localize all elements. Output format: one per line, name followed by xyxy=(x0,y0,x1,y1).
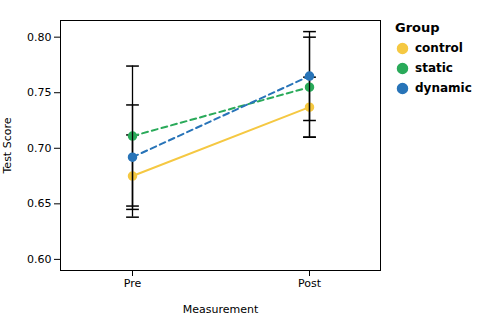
svg-text:0.75: 0.75 xyxy=(27,86,52,99)
html-text:Group: Group xyxy=(395,20,440,35)
svg-text:Pre: Pre xyxy=(124,277,142,290)
svg-text:Test Score: Test Score xyxy=(1,117,14,174)
html-text:dynamic: dynamic xyxy=(415,81,472,95)
html-text:control: control xyxy=(415,41,463,55)
svg-text:0.80: 0.80 xyxy=(27,31,52,44)
svg-text:Post: Post xyxy=(298,277,322,290)
html-text:static: static xyxy=(415,61,453,75)
svg-text:0.60: 0.60 xyxy=(27,253,52,266)
svg-text:0.70: 0.70 xyxy=(27,142,52,155)
svg-text:Measurement: Measurement xyxy=(183,303,259,315)
svg-text:0.65: 0.65 xyxy=(27,197,52,210)
